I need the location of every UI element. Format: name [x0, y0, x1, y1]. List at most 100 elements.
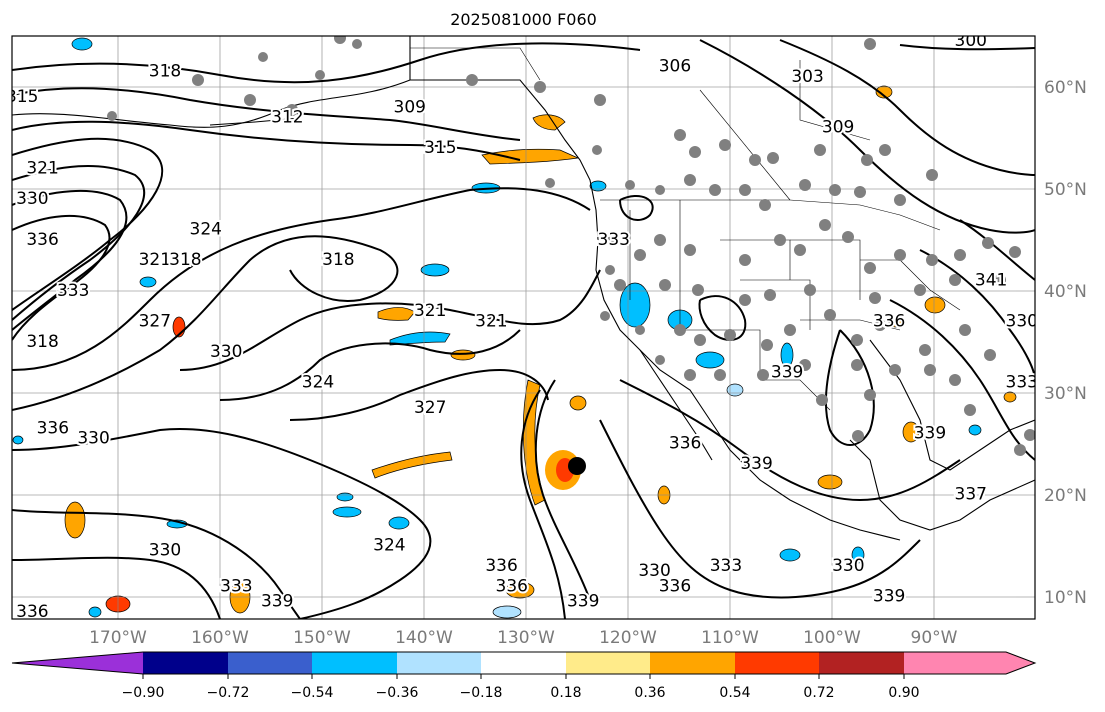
contour-label: 321 [139, 250, 171, 270]
colorbar-tick-label: −0.36 [376, 685, 419, 701]
cool-anomaly-patch [589, 180, 607, 192]
cool-anomaly-patch [139, 276, 157, 288]
cool-anomaly-patch [780, 342, 794, 368]
contour-label: 330 [832, 556, 864, 576]
warm-anomaly-patch [377, 307, 416, 321]
warm-anomaly-patch [902, 421, 920, 443]
tropical-cyclone-center [568, 457, 586, 475]
map-frame [11, 35, 1036, 620]
warm-anomaly-patch [64, 501, 86, 539]
cool-anomaly-patch [336, 492, 354, 502]
contour-label: 336 [496, 576, 528, 596]
warm-anomaly-patch [888, 316, 904, 328]
colorbar-segment [312, 652, 397, 674]
contour-label: 339 [567, 592, 599, 612]
contour-labels: 3183153123153063033093003093213303363243… [6, 31, 1038, 622]
contour-label: 324 [190, 220, 222, 240]
cool-anomaly-patch [695, 351, 725, 369]
contour-label: 336 [669, 434, 701, 454]
longitude-label: 140°W [395, 628, 453, 648]
colorbar-segment [143, 652, 228, 674]
colorbar-segment [566, 652, 650, 674]
map-title: 2025081000 F060 [450, 10, 597, 29]
colorbar-ticks [142, 674, 905, 679]
contour-label: 327 [414, 398, 446, 418]
colorbar-tick-label: −0.18 [460, 685, 503, 701]
latitude-label: 30°N [1044, 384, 1087, 404]
cool-anomaly-patch [388, 516, 410, 530]
cool-anomaly-patch [619, 282, 651, 328]
contour-label: 336 [26, 230, 58, 250]
contour-label: 333 [710, 556, 742, 576]
latitude-label: 40°N [1044, 282, 1087, 302]
anomaly-shading [12, 37, 1017, 619]
contour-label: 318 [149, 62, 181, 82]
colorbar-segment [397, 652, 481, 674]
contour-label: 321 [414, 301, 446, 321]
cool-anomaly-patch [71, 37, 93, 51]
longitude-label: 130°W [497, 628, 555, 648]
contour-label: 336 [873, 311, 905, 331]
contour-label: 312 [271, 108, 303, 128]
contour-label: 327 [139, 311, 171, 331]
colorbar-segment [819, 652, 904, 674]
political-borders [410, 47, 961, 411]
contour-label: 324 [302, 373, 334, 393]
latitude-label: 60°N [1044, 78, 1087, 98]
contour-label: 309 [394, 97, 426, 117]
warm-anomaly-patch [532, 114, 566, 131]
contour-label: 339 [914, 424, 946, 444]
contour-label: 333 [57, 281, 89, 301]
longitude-axis: 170°W 160°W 150°W 140°W 130°W 120°W 110°… [89, 628, 958, 648]
warm-anomaly-patch [817, 474, 843, 490]
cool-anomaly-patch [726, 383, 744, 397]
warm-anomaly-patch [924, 296, 946, 314]
coastlines [12, 36, 1035, 541]
contour-label: 339 [740, 454, 772, 474]
contour-label: 300 [955, 31, 987, 51]
longitude-label: 150°W [293, 628, 351, 648]
contour-label: 330 [1006, 311, 1038, 331]
longitude-label: 100°W [803, 628, 861, 648]
contour-label: 306 [659, 57, 691, 77]
colorbar: −0.90 −0.72 −0.54 −0.36 −0.18 0.18 0.36 … [11, 651, 1037, 701]
contour-label: 321 [26, 159, 58, 179]
cool-anomaly-patch [779, 548, 801, 562]
warm-anomaly-patch [569, 395, 587, 411]
contour-label: 303 [791, 67, 823, 87]
warm-anomaly-patch [505, 581, 535, 599]
contour-label: 336 [659, 576, 691, 596]
contour-label: 336 [485, 556, 517, 576]
contour-label: 339 [261, 592, 293, 612]
colorbar-segments [12, 652, 1035, 674]
colorbar-segment [735, 652, 819, 674]
colorbar-segment [650, 652, 735, 674]
cool-anomaly-patch [968, 424, 982, 436]
contour-label: 341 [975, 271, 1007, 291]
contour-label: 318 [169, 250, 201, 270]
colorbar-tick-label: 0.72 [803, 685, 834, 701]
warm-anomaly-patch [450, 349, 476, 361]
colorbar-tick-label: −0.72 [207, 685, 250, 701]
latitude-label: 20°N [1044, 486, 1087, 506]
longitude-label: 120°W [599, 628, 657, 648]
longitude-label: 160°W [191, 628, 249, 648]
contour-label: 318 [26, 332, 58, 352]
longitude-label: 90°W [911, 628, 958, 648]
contour-label: 336 [16, 602, 48, 622]
latitude-label: 50°N [1044, 180, 1087, 200]
contour-label: 318 [322, 250, 354, 270]
contour-label: 333 [1006, 373, 1038, 393]
cool-anomaly-patch [420, 263, 450, 277]
cool-anomaly-patch [492, 605, 522, 619]
contour-label: 336 [37, 418, 69, 438]
cool-anomaly-patch [332, 506, 362, 518]
longitude-label: 170°W [89, 628, 147, 648]
colorbar-segment [12, 652, 143, 674]
contour-label: 330 [149, 541, 181, 561]
latitude-axis: 60°N 50°N 40°N 30°N 20°N 10°N [1044, 78, 1087, 608]
longitude-label: 110°W [701, 628, 759, 648]
cool-anomaly-patch [12, 435, 24, 445]
contour-label: 324 [373, 536, 405, 556]
contour-label: 315 [6, 87, 38, 107]
